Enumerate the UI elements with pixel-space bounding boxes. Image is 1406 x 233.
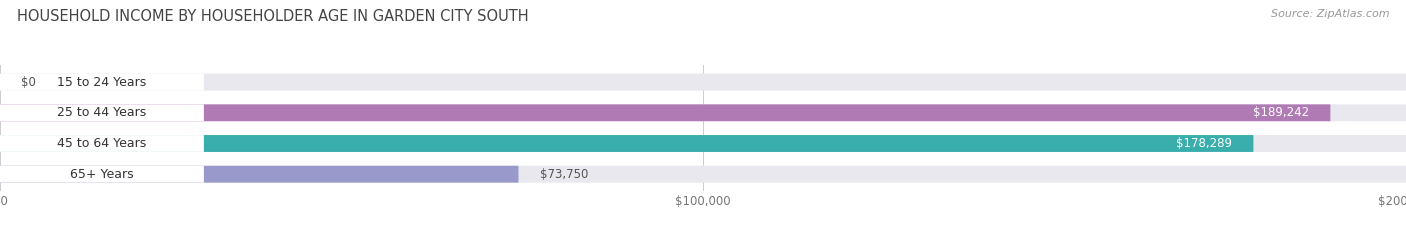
Text: 25 to 44 Years: 25 to 44 Years (58, 106, 146, 119)
Text: $189,242: $189,242 (1253, 106, 1309, 119)
Text: $0: $0 (21, 76, 37, 89)
Text: 15 to 24 Years: 15 to 24 Years (58, 76, 146, 89)
Text: 45 to 64 Years: 45 to 64 Years (58, 137, 146, 150)
Text: $178,289: $178,289 (1177, 137, 1232, 150)
FancyBboxPatch shape (0, 166, 1406, 183)
FancyBboxPatch shape (0, 104, 204, 121)
FancyBboxPatch shape (0, 135, 1406, 152)
Text: Source: ZipAtlas.com: Source: ZipAtlas.com (1271, 9, 1389, 19)
Text: HOUSEHOLD INCOME BY HOUSEHOLDER AGE IN GARDEN CITY SOUTH: HOUSEHOLD INCOME BY HOUSEHOLDER AGE IN G… (17, 9, 529, 24)
FancyBboxPatch shape (0, 135, 204, 152)
Text: $73,750: $73,750 (540, 168, 588, 181)
Text: 65+ Years: 65+ Years (70, 168, 134, 181)
FancyBboxPatch shape (0, 74, 204, 91)
FancyBboxPatch shape (0, 74, 1406, 91)
FancyBboxPatch shape (0, 104, 1406, 121)
FancyBboxPatch shape (0, 166, 519, 183)
FancyBboxPatch shape (0, 135, 1253, 152)
FancyBboxPatch shape (0, 166, 204, 183)
FancyBboxPatch shape (0, 104, 1330, 121)
